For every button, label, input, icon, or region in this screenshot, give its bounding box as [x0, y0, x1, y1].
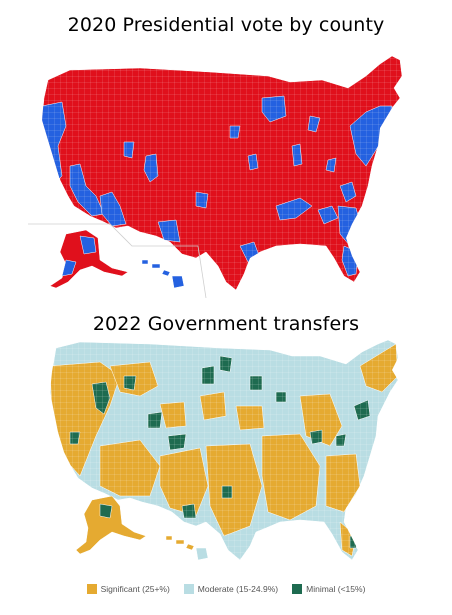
- alaska-shape: [75, 495, 147, 555]
- transfers-map: [49, 339, 399, 561]
- inset-divider: [28, 223, 207, 299]
- hawaii-shape: [141, 259, 185, 289]
- vote-map-title: 2020 Presidential vote by county: [67, 14, 385, 36]
- legend-item-significant: Significant (25+%): [86, 584, 170, 594]
- legend-item-minimal: Minimal (<15%): [292, 584, 365, 594]
- legend-label-moderate: Moderate (15-24.9%): [197, 584, 279, 594]
- legend-label-significant: Significant (25+%): [100, 584, 170, 594]
- legend-item-moderate: Moderate (15-24.9%): [183, 584, 279, 594]
- legend-swatch-significant: [86, 584, 97, 594]
- legend: Significant (25+%) Moderate (15-24.9%) M…: [0, 584, 452, 594]
- legend-swatch-minimal: [292, 584, 303, 594]
- hawaii-shape: [165, 535, 209, 561]
- legend-swatch-moderate: [183, 584, 194, 594]
- contiguous-us-shape: [49, 339, 399, 561]
- vote-map: [28, 55, 403, 299]
- contiguous-us-shape: [41, 55, 403, 291]
- legend-label-minimal: Minimal (<15%): [306, 584, 366, 594]
- transfers-map-title: 2022 Government transfers: [92, 313, 360, 335]
